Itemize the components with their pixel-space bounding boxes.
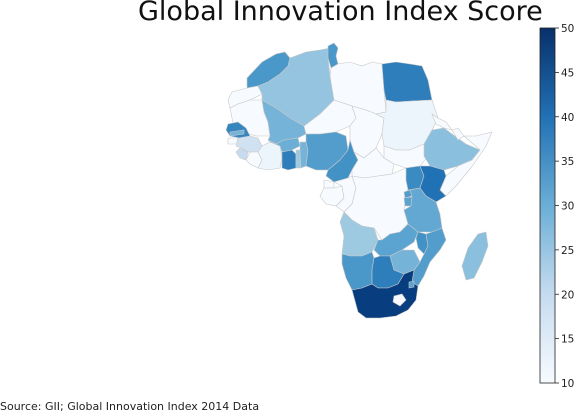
colorbar-tick-label: 25 (561, 245, 574, 257)
country-mozambique (411, 227, 447, 287)
country-cote-divoire (257, 141, 283, 171)
colorbar-ticks: 10 15 20 25 30 35 40 45 50 (555, 23, 574, 390)
country-eritrea (431, 113, 453, 131)
country-burundi (403, 196, 413, 207)
country-ghana (281, 149, 297, 171)
colorbar-tick-label: 10 (561, 378, 574, 390)
colorbar-tick-label: 30 (561, 201, 574, 213)
country-tunisia (327, 42, 339, 69)
country-lesotho (392, 293, 407, 307)
country-namibia (341, 251, 375, 291)
map-title: Global Innovation Index Score (138, 0, 543, 27)
country-gambia (229, 129, 245, 137)
colorbar-tick-label: 15 (561, 334, 574, 346)
country-zambia (373, 223, 419, 257)
source-note: Source: GII; Global Innovation Index 201… (0, 400, 260, 413)
country-kenya (419, 165, 447, 203)
colorbar-tick-label: 20 (561, 289, 574, 301)
country-layer (225, 42, 493, 319)
country-swaziland (408, 280, 415, 289)
colorbar-legend: 10 15 20 25 30 35 40 45 50 (539, 23, 574, 390)
colorbar-tick-label: 45 (561, 67, 574, 79)
colorbar-gradient (539, 27, 556, 384)
colorbar-tick-label: 40 (561, 112, 574, 124)
colorbar-tick-label: 35 (561, 156, 574, 168)
country-sierra-leone (235, 147, 249, 161)
country-burkina-faso (267, 137, 301, 153)
country-madagascar (461, 231, 489, 281)
country-egypt (381, 61, 433, 103)
colorbar-tick-label: 50 (561, 23, 574, 35)
